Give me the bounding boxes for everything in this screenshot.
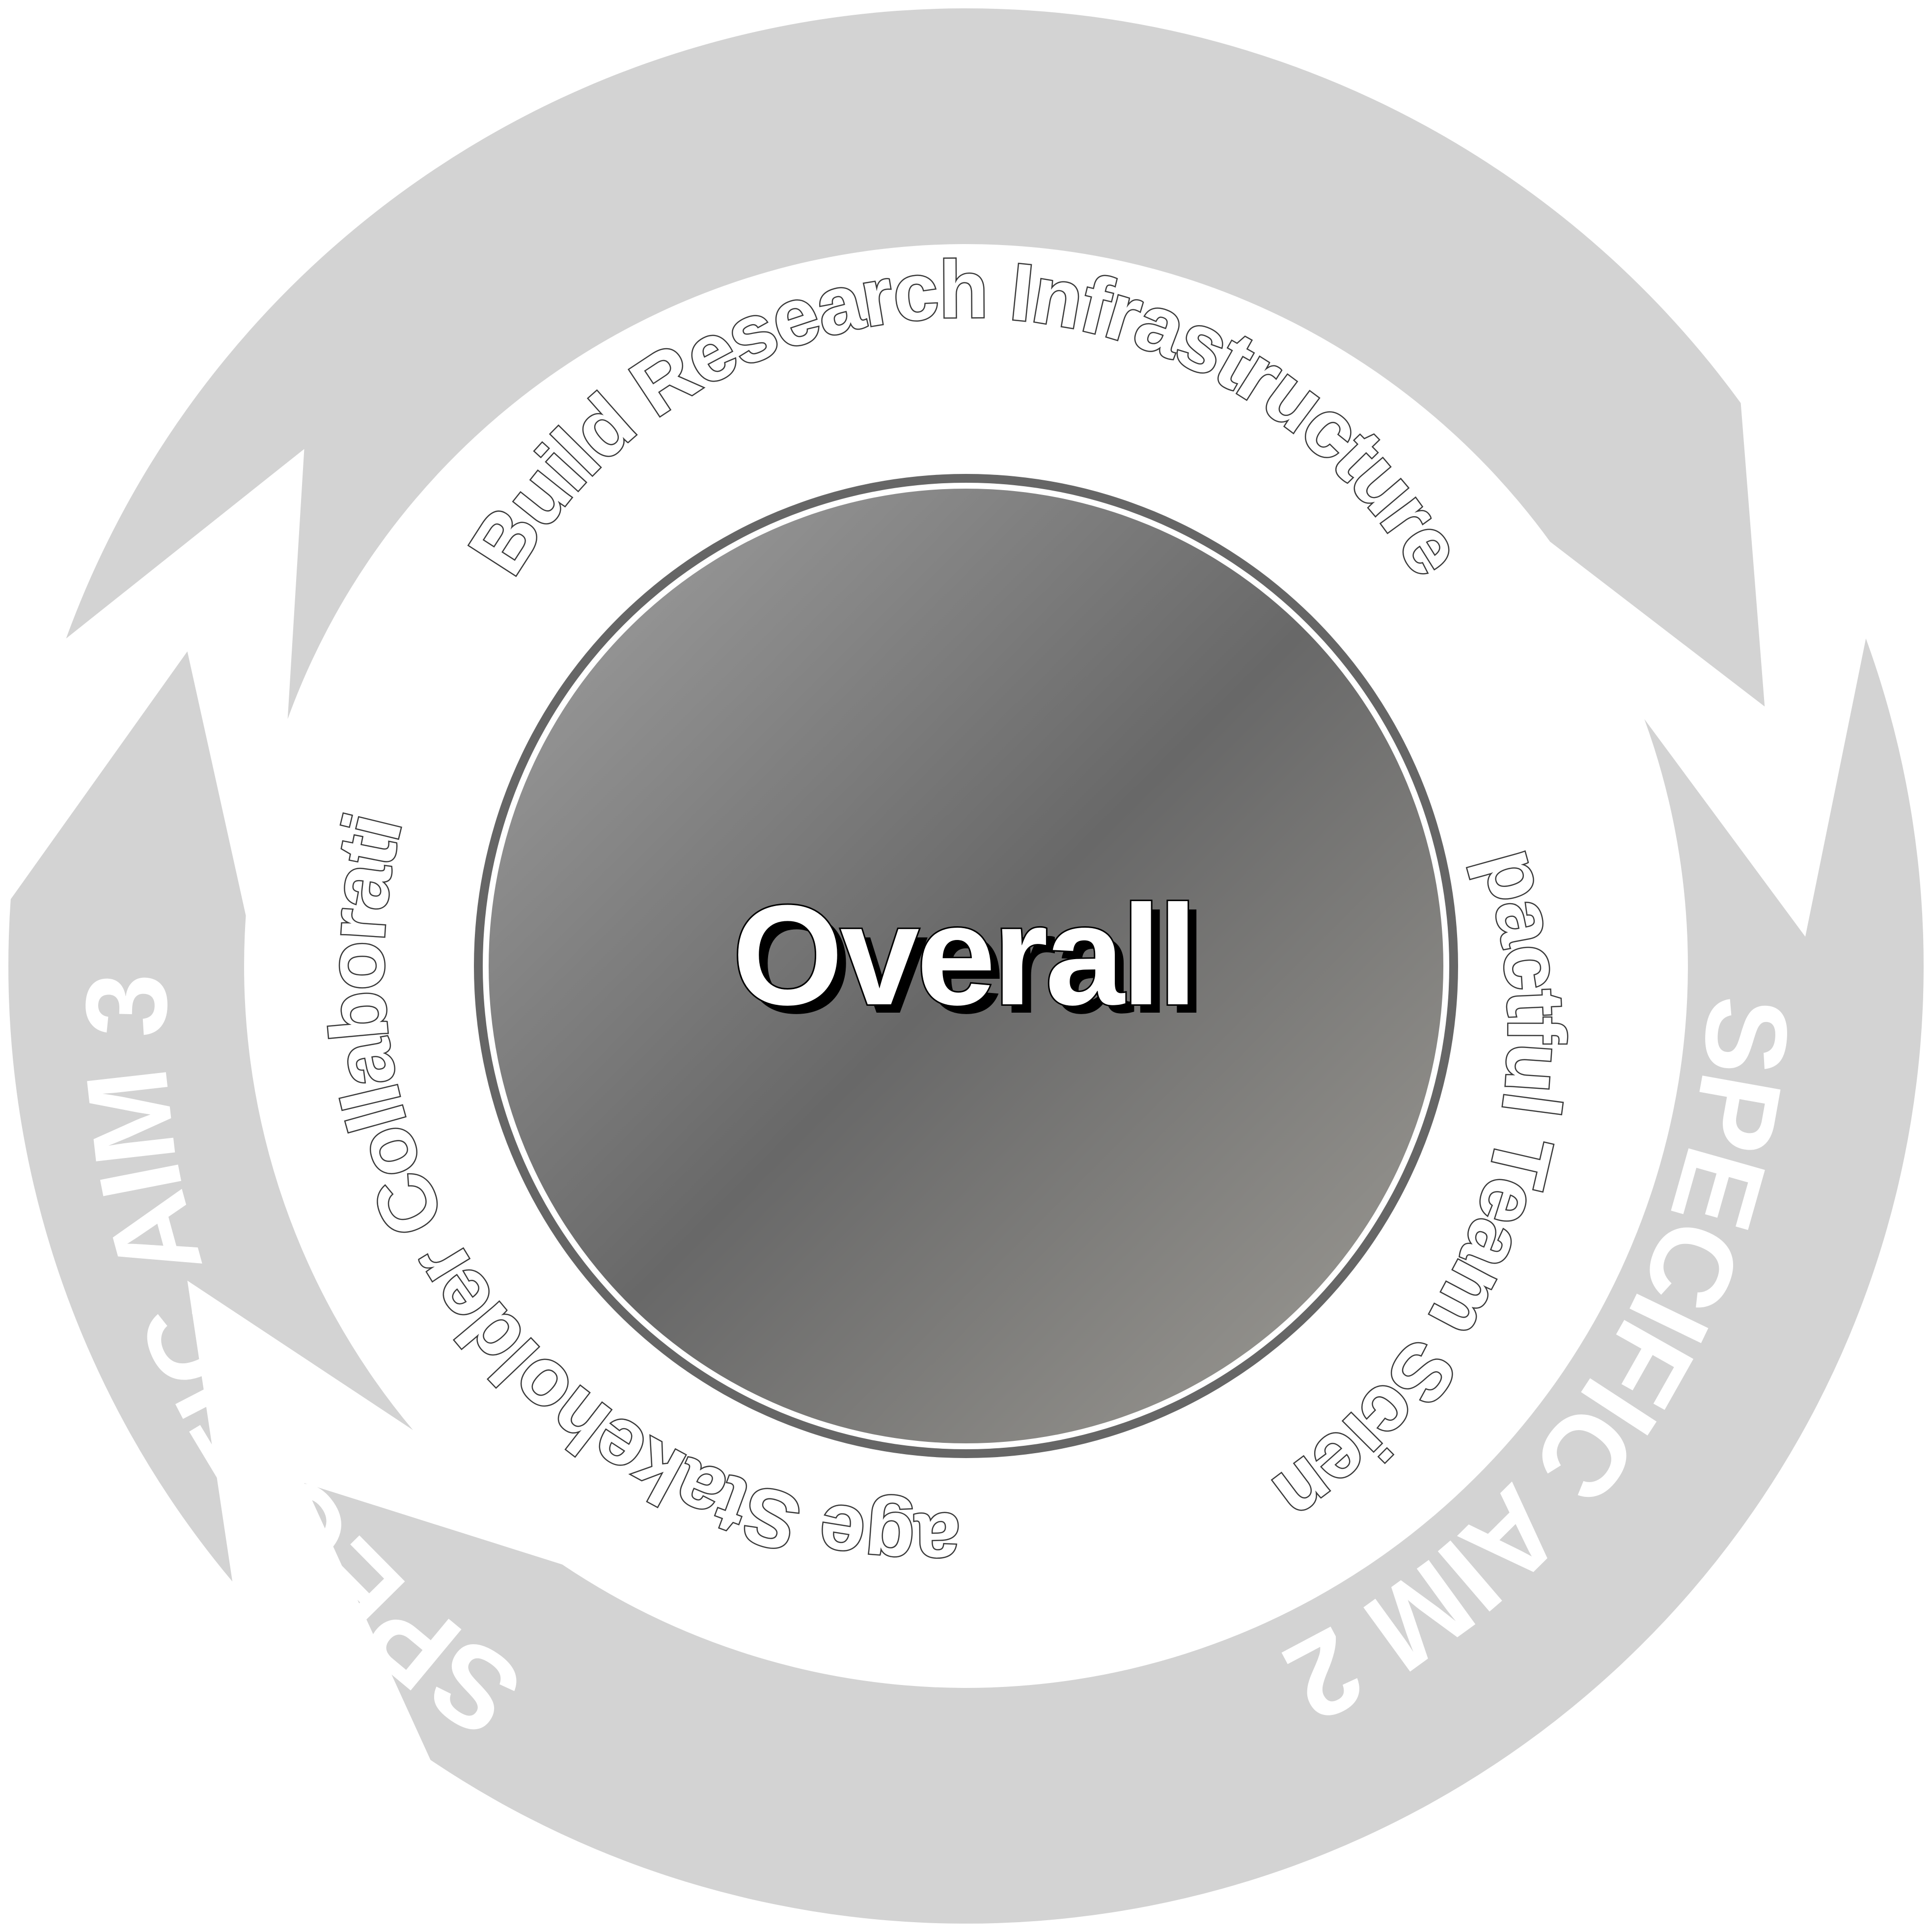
- center-circle: [489, 489, 1443, 1443]
- ring-segments: [8, 8, 1924, 1924]
- center-label: Overall: [732, 876, 1194, 1035]
- aim-2-ring-segment: [304, 638, 1924, 1924]
- aim-1-ring-segment: [66, 8, 1765, 719]
- aim-3-ring-segment: [8, 651, 413, 1582]
- center-label-shadow: Overall: [741, 884, 1203, 1043]
